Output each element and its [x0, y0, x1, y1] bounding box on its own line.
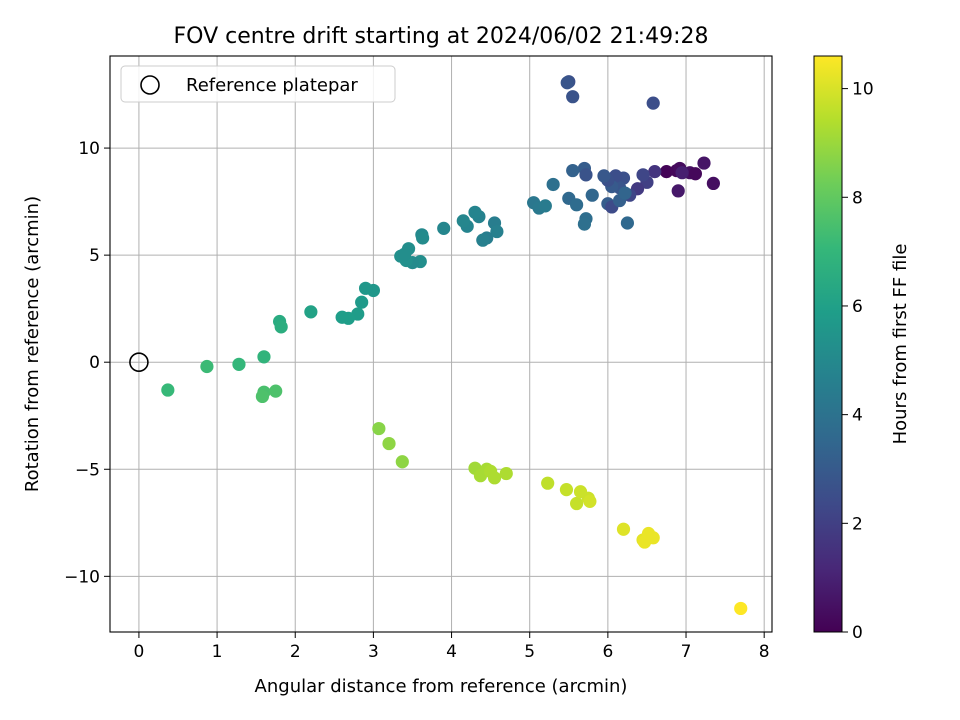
scatter-point	[675, 166, 689, 180]
x-tick-label: 5	[524, 642, 535, 662]
scatter-point	[395, 455, 409, 469]
legend: Reference platepar	[120, 65, 396, 103]
scatter-point	[597, 169, 611, 183]
scatter-point	[570, 496, 584, 511]
x-axis-label: Angular distance from reference (arcmin)	[255, 676, 628, 697]
scatter-point	[566, 90, 580, 104]
scatter-point	[616, 522, 631, 536]
scatter-point	[585, 188, 599, 202]
scatter-point	[416, 231, 430, 245]
colorbar-tick-label: 0	[852, 623, 863, 643]
scatter-point	[398, 247, 412, 261]
scatter-point	[456, 214, 470, 228]
legend-marker-icon	[140, 75, 160, 95]
reference-platepar-marker	[129, 352, 149, 373]
legend-entry-label: Reference platepar	[186, 75, 358, 96]
x-tick-label: 4	[446, 642, 457, 662]
scatter-point	[560, 76, 574, 90]
scatter-point	[468, 205, 482, 219]
scatter-point	[646, 96, 660, 110]
x-tick-label: 7	[681, 642, 692, 662]
scatter-point	[577, 217, 592, 231]
y-tick-label: 5	[89, 246, 100, 266]
colorbar-tick-label: 8	[852, 188, 863, 208]
scatter-point	[476, 233, 490, 247]
legend-box	[120, 65, 396, 103]
y-tick-label: 10	[78, 139, 100, 159]
scatter-point	[570, 198, 584, 212]
scatter-point	[618, 186, 632, 200]
chart-title: FOV centre drift starting at 2024/06/02 …	[174, 24, 709, 49]
scatter-point	[355, 295, 369, 309]
scatter-point	[620, 216, 635, 230]
scatter-point	[487, 471, 502, 485]
y-tick-label: −5	[75, 460, 100, 480]
scatter-point	[648, 165, 662, 179]
scatter-point	[697, 156, 711, 170]
scatter-point	[490, 224, 504, 239]
scatter-point	[255, 389, 270, 404]
colorbar-tick-label: 10	[852, 80, 874, 100]
scatter-point	[636, 168, 650, 182]
scatter-point	[734, 601, 748, 616]
scatter-point	[437, 221, 451, 235]
scatter-point	[232, 357, 246, 371]
scatter-point	[659, 165, 674, 179]
scatter-point	[499, 466, 513, 481]
scatter-point	[546, 177, 560, 192]
scatter-point	[382, 436, 396, 451]
scatter-point	[358, 281, 373, 295]
colorbar-tick-label: 4	[852, 406, 863, 426]
colorbar	[813, 55, 843, 633]
scatter-point	[706, 176, 720, 191]
x-tick-label: 8	[759, 642, 770, 662]
scatter-point	[335, 310, 349, 324]
scatter-point	[566, 163, 580, 178]
x-tick-label: 6	[602, 642, 613, 662]
colorbar-ticks: 0 2 4 6 8 10	[842, 80, 874, 643]
scatter-point	[671, 184, 685, 198]
scatter-point	[372, 421, 386, 436]
x-tick-label: 2	[290, 642, 301, 662]
scatter-point	[304, 305, 318, 319]
grid-lines	[110, 56, 772, 632]
scatter-point	[274, 320, 288, 334]
x-axis-ticks: 0 1 2 3 4 5 6 7 8	[134, 632, 770, 662]
y-axis-label: Rotation from reference (arcmin)	[22, 196, 43, 492]
scatter-point	[688, 167, 703, 181]
colorbar-tick-label: 2	[852, 514, 863, 534]
y-tick-label: 0	[89, 353, 100, 373]
x-tick-label: 0	[134, 642, 145, 662]
colorbar-label: Hours from first FF file	[890, 244, 911, 445]
plot-area-frame	[109, 55, 773, 633]
scatter-point	[200, 359, 214, 374]
x-tick-label: 1	[212, 642, 223, 662]
scatter-points	[161, 75, 748, 616]
scatter-point	[583, 494, 597, 508]
scatter-point	[269, 384, 283, 398]
colorbar-tick-label: 6	[852, 297, 863, 317]
x-tick-label: 3	[368, 642, 379, 662]
y-axis-ticks: −10 −5 0 5 10	[64, 139, 110, 587]
scatter-point	[579, 168, 593, 182]
scatter-point	[161, 383, 175, 397]
scatter-point	[541, 476, 555, 490]
scatter-point	[646, 531, 660, 545]
scatter-point	[559, 483, 574, 497]
scatter-point	[257, 350, 271, 364]
scatter-point	[538, 199, 552, 213]
y-tick-label: −10	[64, 567, 100, 587]
